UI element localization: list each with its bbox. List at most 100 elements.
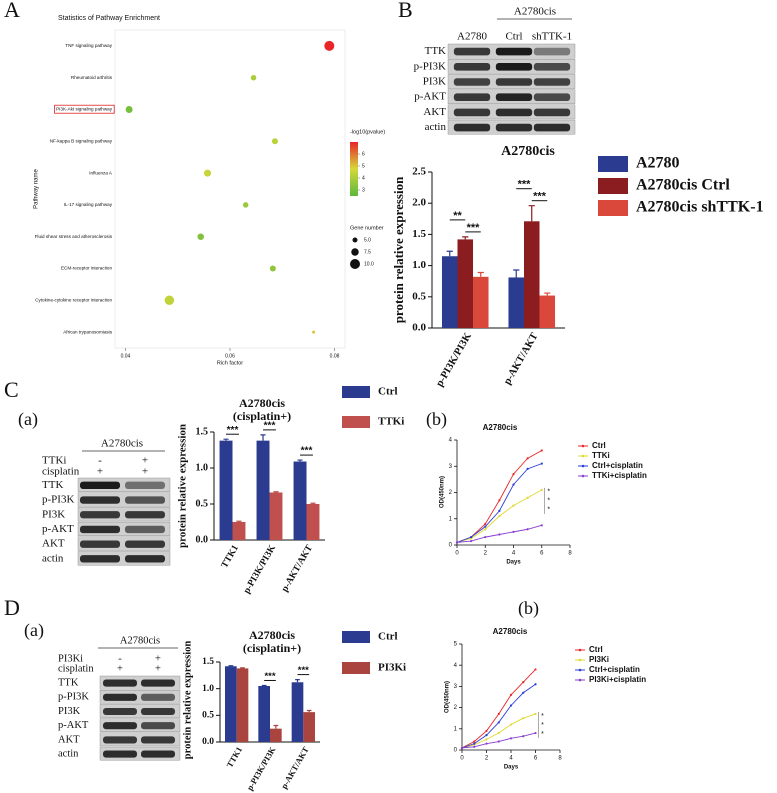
blot-band [141, 750, 175, 758]
blot-band [125, 555, 165, 563]
y-tick-label: 0.0 [202, 737, 214, 747]
treatment-sign: + [155, 663, 161, 674]
bar [236, 668, 249, 742]
error-bar [260, 434, 266, 441]
series-marker [540, 449, 543, 452]
series-marker [509, 704, 513, 707]
series-marker [460, 746, 464, 749]
x-tick-label: 4 [512, 551, 516, 557]
x-tick-label: 0.04 [121, 353, 131, 359]
significance-label: * [547, 507, 550, 514]
blot-band [141, 707, 175, 716]
legend-swatch [342, 416, 370, 428]
blot-band [453, 47, 491, 56]
blot-band [125, 540, 165, 548]
y-tick-label: 0.5 [196, 498, 209, 509]
chart-title: A2780cis [493, 627, 528, 636]
series-marker [485, 742, 488, 745]
series-marker [484, 522, 487, 526]
blot-band [453, 123, 491, 132]
category-label: Fluid shear stress and atherosclerosis [35, 234, 113, 239]
series-marker [498, 499, 501, 502]
significance-label: * [541, 731, 544, 738]
blot-row-label: p-AKT [58, 720, 89, 731]
category-label: African trypanosomiasis [63, 329, 112, 334]
y-tick-label: 2.0 [412, 197, 426, 209]
x-tick-label: p-AKT/AKT [280, 543, 315, 594]
legend-label: Ctrl [589, 645, 603, 654]
category-label: PI3K-Akt signaling pathway [56, 107, 113, 112]
legend-label: Ctrl [378, 631, 398, 643]
significance-label: ** [453, 210, 462, 222]
significance-label: *** [264, 671, 275, 682]
error-bar [513, 269, 520, 278]
error-bar [236, 520, 242, 522]
legend-label: A2780 [636, 155, 680, 172]
blot-band [533, 47, 571, 56]
sub-label: (b) [426, 409, 447, 430]
error-bar [544, 292, 551, 296]
y-axis-label: OD(450nm) [440, 476, 446, 508]
blot-band [533, 108, 571, 117]
significance-label: * [541, 722, 544, 729]
treatment-label: cisplatin [58, 663, 94, 674]
series-marker [522, 691, 525, 694]
legend-label: TTKi [592, 451, 610, 460]
legend-swatch [342, 386, 370, 398]
blot-band [495, 63, 533, 71]
legend-label: Ctrl [592, 441, 606, 450]
color-tick-label: 5 [362, 163, 365, 169]
blot-row-label: p-AKT [414, 91, 446, 103]
series-marker [485, 729, 488, 733]
lane-label: shTTK-1 [532, 31, 572, 43]
y-tick-label: 2.5 [412, 166, 426, 178]
x-tick-label: p-AKT/AKT [279, 745, 311, 791]
error-bar [297, 459, 303, 462]
bar [473, 276, 489, 328]
y-tick-label: 0 [454, 748, 458, 754]
y-axis-label: protein relative expression [182, 641, 193, 760]
size-legend-label: 5.0 [364, 237, 371, 243]
legend-marker [581, 474, 585, 478]
series-marker [526, 528, 529, 531]
bar [258, 686, 270, 742]
blot-band [80, 511, 120, 519]
sub-label: (a) [24, 620, 44, 641]
category-label: Rheumatoid arthritis [71, 75, 113, 80]
y-tick-label: 0 [449, 543, 453, 549]
series-marker [534, 683, 537, 686]
y-tick-label: 2 [449, 490, 453, 496]
x-tick-label: 6 [534, 756, 538, 762]
bar [219, 440, 233, 540]
series-marker [470, 536, 473, 539]
error-bar [477, 271, 484, 277]
x-tick-label: 2 [484, 551, 488, 557]
enrichment-dot [242, 202, 249, 208]
blot-band [495, 78, 533, 86]
y-tick-label: 1.5 [412, 228, 426, 240]
x-tick-label: 0.08 [330, 353, 340, 359]
y-tick-label: 3 [454, 684, 458, 690]
lane-label: Ctrl [505, 31, 522, 43]
bar [270, 728, 282, 742]
series-marker [512, 483, 515, 486]
y-axis-label: Pathway name [34, 169, 40, 209]
series-marker [540, 488, 543, 491]
series-marker [470, 539, 473, 543]
size-legend-dot [351, 248, 359, 256]
legend-label: TTKi [378, 416, 404, 428]
blot-band [103, 693, 137, 701]
blot-row-label: p-PI3K [42, 494, 74, 506]
blot-band [533, 123, 571, 132]
significance-label: *** [298, 665, 309, 676]
legend-label: PI3Ki [589, 655, 609, 664]
error-bar [462, 236, 469, 240]
panel-label: D [4, 595, 20, 620]
bar [291, 682, 304, 742]
bar [303, 712, 315, 742]
bar [256, 440, 270, 540]
legend-label: A2780cis shTTK-1 [636, 199, 764, 216]
series-marker [534, 668, 537, 671]
series-marker [497, 740, 500, 743]
